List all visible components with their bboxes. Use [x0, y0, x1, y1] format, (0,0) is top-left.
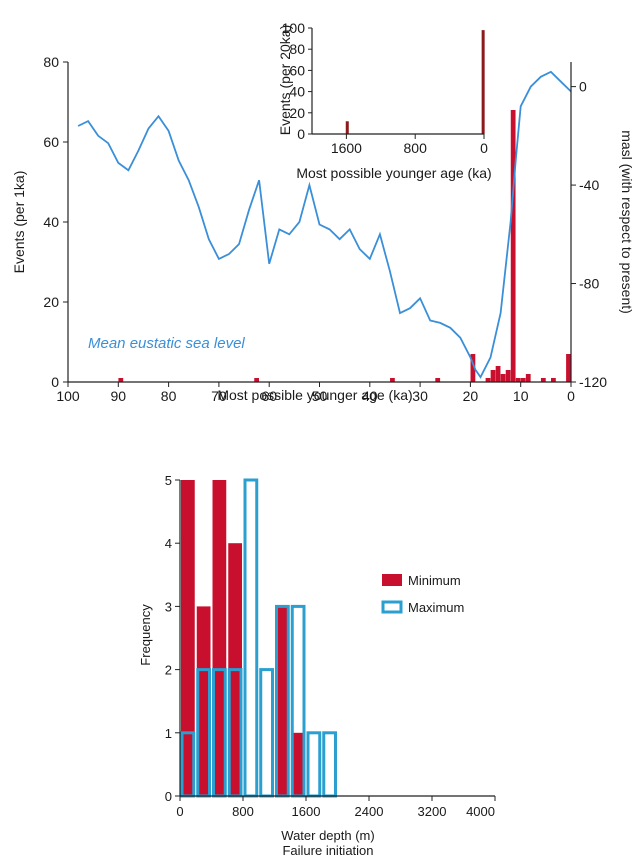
maximum-bar: [306, 731, 322, 798]
sea-level-curve: [77, 70, 572, 379]
event-bar: [485, 378, 491, 382]
histogram-x-tick-label: 1600: [292, 804, 321, 819]
y2-axis-label: masl (with respect to present): [619, 130, 635, 314]
histogram-x-axis-label: Water depth (m): [281, 828, 374, 843]
y-tick-label: 60: [43, 134, 59, 150]
maximum-bar: [259, 668, 274, 798]
event-bar: [551, 378, 556, 382]
event-bar: [566, 354, 571, 382]
histogram-y-tick-label: 0: [165, 789, 172, 804]
event-bar: [525, 374, 531, 382]
sea-level-line: [77, 70, 572, 379]
histogram-x-tick-label: 800: [232, 804, 254, 819]
legend-swatch-minimum: [382, 574, 402, 586]
inset-bar: [481, 30, 485, 134]
histogram-y-tick-label: 2: [165, 663, 172, 678]
inset-y-tick-label: 80: [289, 41, 305, 57]
y2-tick-label: -120: [579, 374, 607, 390]
event-bars: [118, 110, 571, 382]
y-tick-label: 20: [43, 294, 59, 310]
inset-chart: 1600 800 0 0 20 40 60 80 100 Most possible young…: [277, 20, 492, 181]
x-tick-label: 100: [56, 388, 80, 404]
minimum-bar: [291, 732, 305, 796]
x-tick-label: 90: [111, 388, 127, 404]
inset-x-tick-label: 800: [404, 140, 428, 156]
y-axis-label: Events (per 1ka): [11, 171, 27, 274]
event-bar: [490, 370, 496, 382]
maximum-bar: [322, 731, 337, 798]
failure-depth-histogram: 0 800 1600 2400 3200 4000 0 1 2 3 4 5 Water depth (…: [138, 473, 496, 858]
y-tick-label: 40: [43, 214, 59, 230]
event-bar: [390, 378, 395, 382]
legend-label-maximum: Maximum: [408, 600, 464, 615]
histogram-axes: 0 800 1600 2400 3200 4000 0 1 2 3 4 5: [165, 473, 496, 819]
histogram-legend: Minimum Maximum: [381, 573, 464, 615]
event-bar: [505, 370, 511, 382]
legend-label-minimum: Minimum: [408, 573, 461, 588]
y2-tick-label: -40: [579, 177, 599, 193]
histogram-y-tick-label: 3: [165, 599, 172, 614]
inset-y-tick-label: 0: [297, 126, 305, 142]
sea-level-events-chart: 100 90 80 70 60 50 40 30 20 10 00204060800-40-80-1…: [11, 20, 635, 404]
y-tick-label: 80: [43, 54, 59, 70]
event-bar: [470, 354, 476, 382]
x-tick-label: 60: [261, 388, 277, 404]
x-tick-label: 80: [161, 388, 177, 404]
inset-y-tick-label: 20: [289, 105, 305, 121]
y2-tick-label: -80: [579, 276, 599, 292]
x-axis-label: Most possible younger age (ka): [217, 387, 412, 403]
minimum-bar: [181, 480, 195, 796]
sea-level-annotation: Mean eustatic sea level: [88, 335, 245, 352]
event-bar: [254, 378, 260, 382]
inset-bar: [345, 121, 349, 134]
main-axes: 100 90 80 70 60 50 40 30 20 10 00204060800-40-80-1…: [43, 54, 607, 404]
histogram-x-tick-label: 4000: [466, 804, 495, 819]
x-tick-label: 40: [362, 388, 378, 404]
x-tick-label: 50: [312, 388, 328, 404]
inset-y-axis-label: Events (per 20ka): [277, 25, 293, 136]
x-tick-label: 10: [513, 388, 529, 404]
y-tick-label: 0: [51, 374, 59, 390]
maximum-bar: [243, 478, 259, 798]
histogram-y-tick-label: 1: [165, 726, 172, 741]
inset-x-axis-label: Most possible younger age (ka): [296, 165, 491, 181]
histogram-y-tick-label: 4: [165, 536, 172, 551]
minimum-bar: [196, 606, 211, 796]
y2-tick-label: 0: [579, 79, 587, 95]
inset-bars: [345, 30, 485, 134]
histogram-bars: [180, 478, 337, 798]
histogram-y-tick-label: 5: [165, 473, 172, 488]
histogram-y-axis-label: Frequency: [138, 604, 153, 666]
x-tick-label: 30: [412, 388, 428, 404]
inset-y-tick-label: 40: [289, 84, 305, 100]
inset-y-tick-label: 60: [289, 62, 305, 78]
event-bar: [540, 378, 546, 382]
histogram-x-axis-sublabel: Failure initiation: [282, 843, 373, 858]
histogram-x-tick-label: 0: [176, 804, 183, 819]
legend-swatch-maximum: [381, 600, 403, 614]
inset-x-tick-label: 0: [480, 140, 488, 156]
event-bar: [520, 378, 526, 382]
event-bar: [510, 110, 516, 382]
inset-x-tick-label: 1600: [331, 140, 362, 156]
event-bar: [118, 378, 124, 382]
event-bar: [435, 378, 441, 382]
minimum-bar: [275, 606, 290, 796]
x-tick-label: 0: [567, 388, 575, 404]
x-tick-label: 70: [211, 388, 227, 404]
x-tick-label: 20: [463, 388, 479, 404]
event-bar: [495, 366, 501, 382]
histogram-x-tick-label: 2400: [355, 804, 384, 819]
inset-axes: 1600 800 0 0 20 40 60 80 100: [282, 20, 488, 156]
minimum-bar: [212, 480, 227, 796]
histogram-x-tick-label: 3200: [418, 804, 447, 819]
event-bar: [500, 374, 506, 382]
inset-y-tick-label: 100: [282, 20, 306, 36]
event-bar: [515, 378, 521, 382]
